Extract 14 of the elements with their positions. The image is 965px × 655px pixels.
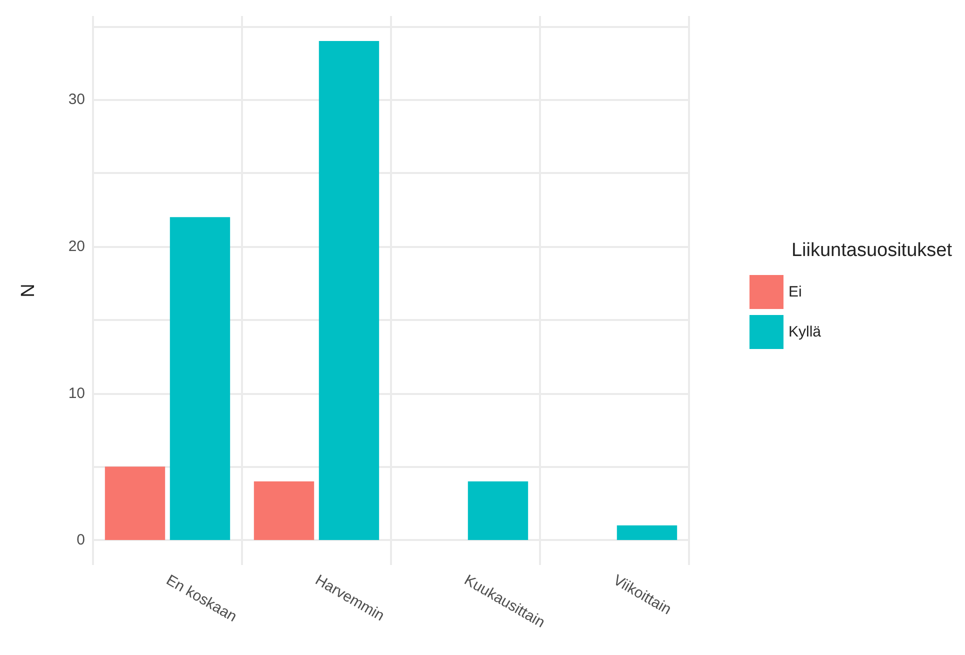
legend-label: Ei bbox=[788, 284, 802, 300]
bar bbox=[254, 481, 314, 540]
bar bbox=[318, 40, 380, 540]
legend-label: Kyllä bbox=[788, 324, 822, 340]
bar bbox=[616, 525, 678, 540]
bar bbox=[468, 481, 528, 540]
y-tick-label: 30 bbox=[68, 91, 85, 108]
y-axis-title: N bbox=[18, 284, 39, 298]
y-tick-label: 0 bbox=[76, 532, 85, 549]
y-tick-label: 10 bbox=[68, 384, 85, 402]
bar bbox=[170, 217, 230, 540]
legend-title: Liikuntasuositukset bbox=[791, 240, 953, 261]
y-tick-label: 20 bbox=[68, 238, 85, 255]
bar bbox=[104, 466, 166, 540]
